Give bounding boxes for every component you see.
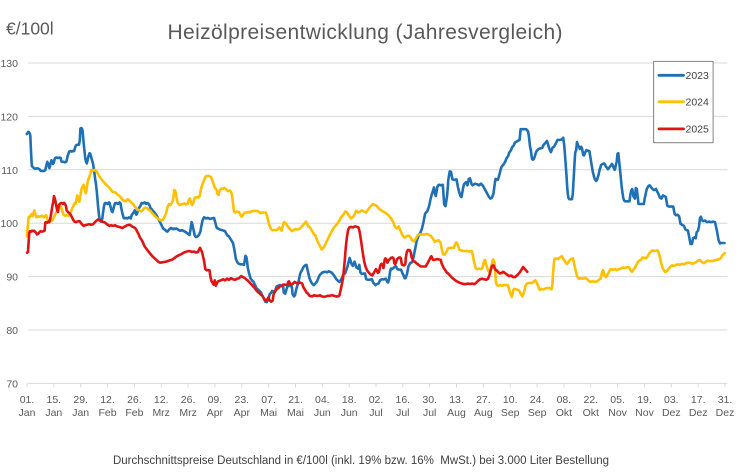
svg-text:€/100l: €/100l bbox=[6, 19, 54, 39]
svg-text:09.: 09. bbox=[208, 394, 223, 406]
svg-text:Mrz: Mrz bbox=[152, 407, 170, 419]
svg-text:Nov: Nov bbox=[608, 407, 627, 419]
svg-text:Heizölpreisentwicklung (Jahres: Heizölpreisentwicklung (Jahresvergleich) bbox=[168, 21, 563, 44]
svg-text:Aug: Aug bbox=[447, 407, 466, 419]
svg-text:Sep: Sep bbox=[528, 407, 547, 419]
svg-text:24.: 24. bbox=[530, 394, 545, 406]
svg-text:Aug: Aug bbox=[474, 407, 493, 419]
svg-text:05.: 05. bbox=[610, 394, 625, 406]
svg-text:Jan: Jan bbox=[45, 407, 62, 419]
svg-text:Jul: Jul bbox=[396, 407, 409, 419]
svg-text:21.: 21. bbox=[288, 394, 303, 406]
svg-text:Mai: Mai bbox=[260, 407, 277, 419]
svg-text:26.: 26. bbox=[181, 394, 196, 406]
svg-text:80: 80 bbox=[6, 325, 18, 337]
svg-text:16.: 16. bbox=[395, 394, 410, 406]
svg-text:Nov: Nov bbox=[635, 407, 654, 419]
svg-text:Jan: Jan bbox=[19, 407, 36, 419]
svg-text:22.: 22. bbox=[583, 394, 598, 406]
svg-text:Okt: Okt bbox=[583, 407, 599, 419]
svg-text:Jun: Jun bbox=[341, 407, 358, 419]
svg-text:02.: 02. bbox=[369, 394, 384, 406]
svg-text:18.: 18. bbox=[342, 394, 357, 406]
svg-text:Jun: Jun bbox=[314, 407, 331, 419]
svg-text:2025: 2025 bbox=[686, 124, 710, 136]
svg-text:130: 130 bbox=[0, 58, 18, 70]
svg-text:08.: 08. bbox=[557, 394, 572, 406]
svg-text:110: 110 bbox=[1, 165, 18, 177]
svg-text:15.: 15. bbox=[46, 394, 61, 406]
svg-text:13.: 13. bbox=[449, 394, 464, 406]
svg-text:31.: 31. bbox=[718, 394, 733, 406]
svg-text:Dez: Dez bbox=[662, 407, 681, 419]
svg-text:Jul: Jul bbox=[369, 407, 382, 419]
svg-text:12.: 12. bbox=[154, 394, 169, 406]
svg-text:Feb: Feb bbox=[98, 407, 116, 419]
svg-text:19.: 19. bbox=[637, 394, 652, 406]
svg-text:30.: 30. bbox=[422, 394, 437, 406]
svg-text:Mai: Mai bbox=[287, 407, 304, 419]
svg-text:90: 90 bbox=[6, 272, 18, 284]
svg-text:10.: 10. bbox=[503, 394, 518, 406]
svg-text:Jul: Jul bbox=[423, 407, 436, 419]
svg-text:100: 100 bbox=[0, 218, 18, 230]
svg-text:07.: 07. bbox=[261, 394, 276, 406]
svg-text:04.: 04. bbox=[315, 394, 330, 406]
svg-text:Feb: Feb bbox=[125, 407, 143, 419]
svg-text:120: 120 bbox=[0, 111, 18, 123]
svg-text:01.: 01. bbox=[20, 394, 35, 406]
svg-text:Durchschnittspreise Deutschlan: Durchschnittspreise Deutschland in €/100… bbox=[113, 455, 609, 467]
svg-text:17.: 17. bbox=[691, 394, 706, 406]
svg-text:12.: 12. bbox=[100, 394, 115, 406]
svg-text:70: 70 bbox=[6, 378, 18, 390]
svg-text:23.: 23. bbox=[234, 394, 249, 406]
svg-text:2024: 2024 bbox=[686, 97, 710, 109]
svg-text:27.: 27. bbox=[476, 394, 491, 406]
svg-text:Dez: Dez bbox=[689, 407, 708, 419]
svg-text:29.: 29. bbox=[73, 394, 88, 406]
svg-text:Okt: Okt bbox=[556, 407, 572, 419]
svg-text:Apr: Apr bbox=[234, 407, 251, 419]
svg-text:Dez: Dez bbox=[716, 407, 735, 419]
svg-text:Apr: Apr bbox=[207, 407, 224, 419]
svg-text:26.: 26. bbox=[127, 394, 142, 406]
svg-text:Jan: Jan bbox=[72, 407, 89, 419]
svg-text:2023: 2023 bbox=[686, 70, 710, 82]
svg-text:Mrz: Mrz bbox=[179, 407, 197, 419]
svg-text:Sep: Sep bbox=[501, 407, 520, 419]
svg-text:03.: 03. bbox=[664, 394, 679, 406]
